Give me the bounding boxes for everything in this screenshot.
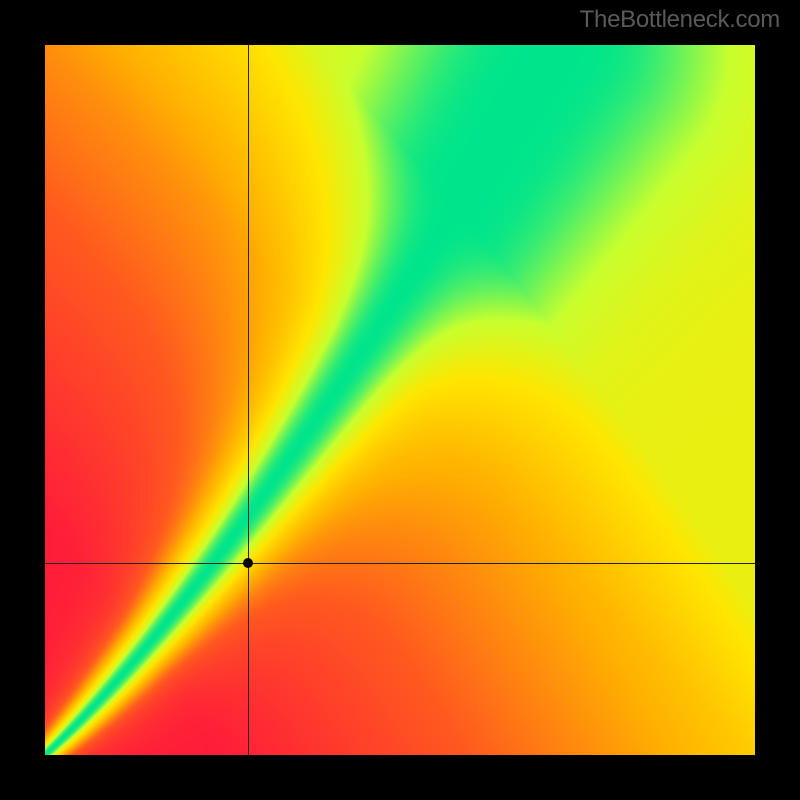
watermark-text: TheBottleneck.com <box>580 6 780 34</box>
plot-area <box>45 45 755 755</box>
heatmap-canvas <box>45 45 755 755</box>
chart-container: TheBottleneck.com <box>0 0 800 800</box>
